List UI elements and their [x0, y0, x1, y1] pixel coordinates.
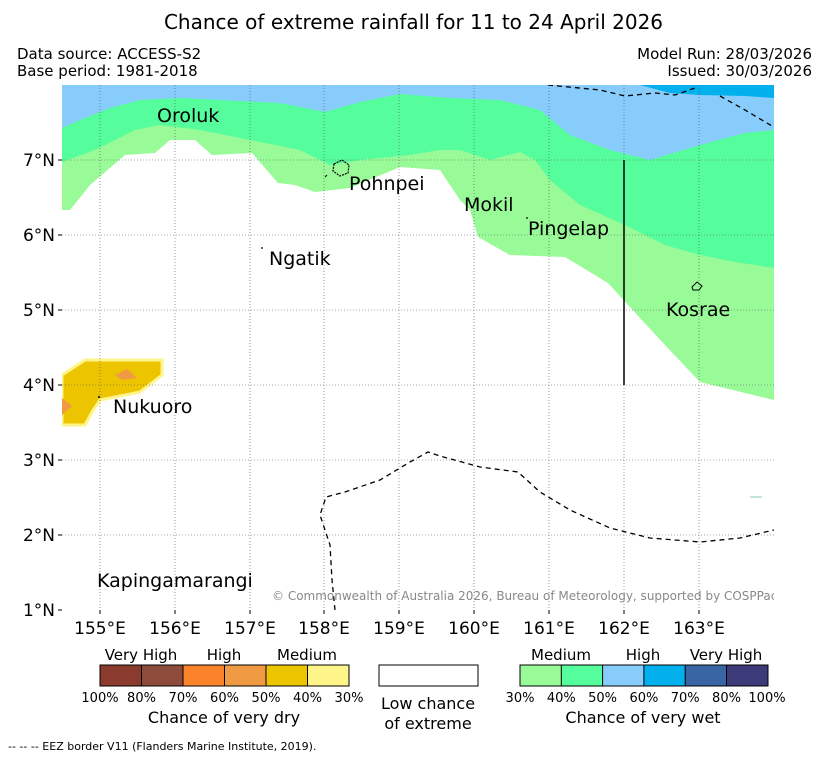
dry-high-spot [115, 369, 137, 380]
label-ngatik: Ngatik [269, 248, 331, 270]
eez-note: -- -- -- EEZ border V11 (Flanders Marine… [8, 740, 317, 753]
dry-swatch [100, 665, 142, 686]
label-mokil: Mokil [464, 194, 514, 216]
kosrae-island [691, 281, 703, 291]
wet-colorbar: Medium High Very High 30% 40% 50% 60% 70… [506, 646, 786, 727]
dry-header-medium: Medium [277, 646, 337, 664]
x-axis-labels: 155°E 156°E 157°E 158°E 159°E 160°E 161°… [74, 619, 725, 639]
x-tick-label: 156°E [149, 619, 201, 639]
wet-swatch [726, 665, 768, 686]
y-tick-label: 2°N [23, 526, 55, 546]
low-chance-legend: Low chance of extreme [378, 664, 479, 733]
wet-header-medium: Medium [531, 646, 591, 664]
wet-legend-title: Chance of very wet [565, 708, 720, 727]
place-labels: Oroluk Pohnpei Mokil Pingelap Ngatik Kos… [97, 105, 730, 592]
issued-date: Issued: 30/03/2026 [667, 62, 812, 80]
base-period: Base period: 1981-2018 [17, 62, 198, 80]
mokil-island [526, 217, 528, 219]
y-tick-label: 7°N [23, 151, 55, 171]
low-chance-swatch [378, 664, 479, 687]
wet-swatch [643, 665, 686, 686]
ngatik-island [261, 247, 263, 249]
wet-tick: 40% [547, 691, 576, 706]
y-tick-label: 4°N [23, 376, 55, 396]
label-pingelap: Pingelap [528, 218, 609, 240]
wet-swatch [520, 665, 562, 686]
y-tick-label: 6°N [23, 226, 55, 246]
wet-swatch [602, 665, 644, 686]
label-kosrae: Kosrae [666, 299, 730, 321]
x-tick-label: 159°E [373, 619, 425, 639]
model-run: Model Run: 28/03/2026 [637, 45, 812, 63]
map-area: Oroluk Pohnpei Mokil Pingelap Ngatik Kos… [62, 85, 777, 610]
wet-high-region [62, 85, 774, 160]
label-oroluk: Oroluk [157, 105, 219, 127]
dry-swatch [224, 665, 266, 686]
dry-medium-region [62, 358, 164, 427]
dry-swatch [266, 665, 308, 686]
x-tick-label: 158°E [298, 619, 350, 639]
dry-tick: 40% [293, 691, 322, 706]
dry-colorbar: Very High High Medium 100% 80% 70% 60% 5… [81, 646, 363, 727]
dry-tick: 60% [210, 691, 239, 706]
x-tick-label: 157°E [224, 619, 276, 639]
wet-high-dark-region [640, 85, 774, 98]
y-axis-labels: 1°N 2°N 3°N 4°N 5°N 6°N 7°N [23, 151, 55, 621]
eez-border [319, 85, 774, 610]
wet-header-very-high: Very High [690, 646, 763, 664]
dry-legend-title: Chance of very dry [148, 708, 300, 727]
label-pohnpei: Pohnpei [349, 173, 425, 195]
data-source: Data source: ACCESS-S2 [17, 45, 202, 63]
dry-high-spot [62, 398, 72, 415]
wet-swatch [685, 665, 727, 686]
pohnpei-island [332, 159, 350, 177]
axis-ticks [58, 159, 700, 614]
y-tick-label: 5°N [23, 301, 55, 321]
x-tick-label: 163°E [673, 619, 725, 639]
copyright-text: © Commonwealth of Australia 2026, Bureau… [272, 589, 777, 603]
low-chance-line1: Low chance [381, 694, 475, 713]
x-tick-label: 162°E [598, 619, 650, 639]
dry-swatch [141, 665, 183, 686]
label-nukuoro: Nukuoro [113, 396, 192, 418]
wet-header-high: High [626, 646, 660, 664]
dry-tick: 80% [127, 691, 156, 706]
dry-tick: 70% [169, 691, 198, 706]
dry-tick: 100% [81, 691, 118, 706]
wet-tick: 30% [506, 691, 535, 706]
wet-tick: 50% [588, 691, 617, 706]
dry-tick: 50% [252, 691, 281, 706]
wet-tick: 100% [748, 691, 785, 706]
x-tick-label: 160°E [448, 619, 500, 639]
wet-tick: 70% [671, 691, 700, 706]
map-title: Chance of extreme rainfall for 11 to 24 … [163, 10, 664, 34]
dry-header-high: High [207, 646, 241, 664]
small-island [324, 174, 328, 178]
x-tick-label: 155°E [74, 619, 126, 639]
model-run-block: Model Run: 28/03/2026 Issued: 30/03/2026 [637, 46, 812, 80]
dry-swatch [307, 665, 349, 686]
low-chance-line2: of extreme [384, 714, 471, 733]
label-kapingamarangi: Kapingamarangi [97, 570, 253, 592]
dry-swatch [183, 665, 225, 686]
data-source-block: Data source: ACCESS-S2 Base period: 1981… [17, 46, 201, 80]
dry-tick: 30% [335, 691, 364, 706]
x-tick-label: 161°E [523, 619, 575, 639]
y-tick-label: 1°N [23, 601, 55, 621]
y-tick-label: 3°N [23, 451, 55, 471]
wet-tick: 60% [629, 691, 658, 706]
nukuoro-island [98, 396, 100, 398]
wet-tick: 80% [712, 691, 741, 706]
wet-swatch [561, 665, 603, 686]
dry-header-very-high: Very High [105, 646, 178, 664]
